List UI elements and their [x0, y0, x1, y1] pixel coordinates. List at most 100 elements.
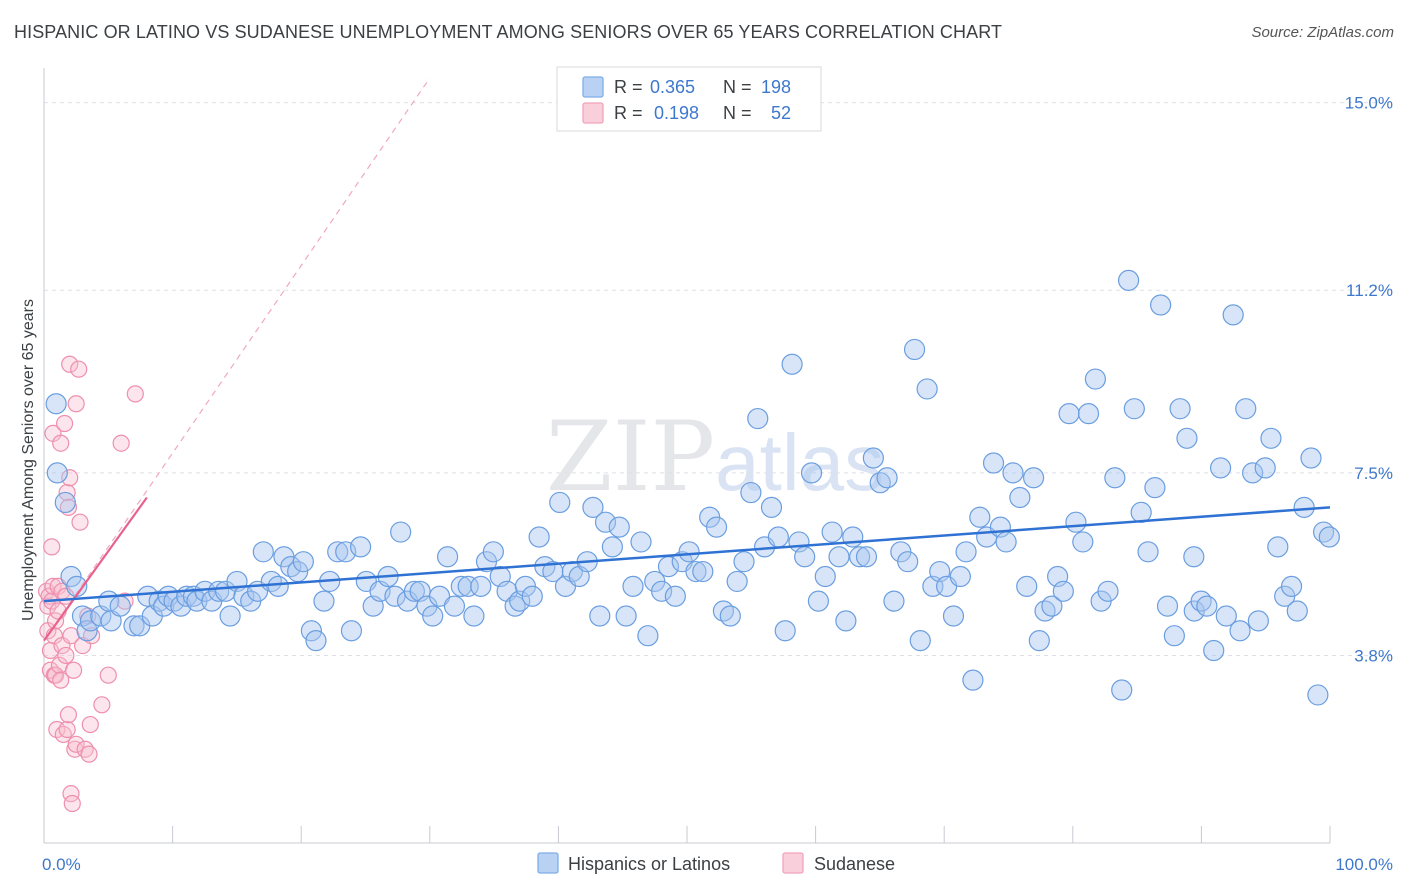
legend-sudanese-label: Sudanese	[814, 854, 895, 874]
hispanic-point	[1163, 625, 1185, 647]
y-tick-label: 3.8%	[1354, 646, 1393, 665]
hispanic-point	[1052, 580, 1074, 602]
y-axis-label: Unemployment Among Seniors over 65 years	[20, 299, 37, 621]
hispanic-point	[630, 531, 652, 553]
hispanic-point	[443, 595, 466, 617]
sudanese-point	[126, 385, 144, 403]
sudanese-point	[52, 671, 70, 689]
sudanese-point	[61, 469, 79, 487]
hispanic-point	[1300, 447, 1322, 469]
hispanic-point	[897, 551, 919, 573]
hispanic-points	[45, 269, 1340, 706]
hispanic-point	[482, 541, 504, 563]
grid-lines	[44, 102, 1392, 656]
hispanic-point	[1176, 427, 1198, 449]
hispanic-point	[814, 565, 836, 588]
hispanic-point	[1065, 511, 1087, 533]
hispanic-point	[219, 605, 241, 627]
hispanic-point	[46, 462, 68, 484]
hispanic-r-value: 0.365	[650, 77, 695, 97]
hispanic-point	[1203, 639, 1225, 662]
hispanic-point	[1111, 679, 1133, 701]
watermark-atlas: atlas	[715, 418, 884, 507]
x-tick-label: 0.0%	[42, 855, 81, 874]
sudanese-point	[81, 715, 99, 734]
y-tick-label: 15.0%	[1345, 94, 1393, 113]
hispanic-point	[637, 625, 659, 647]
legend-item-sudanese[interactable]: Sudanese	[782, 852, 895, 874]
sudanese-r-value: 0.198	[654, 103, 699, 123]
hispanic-point	[1072, 531, 1094, 553]
hispanic-point	[849, 546, 871, 568]
hispanic-point	[1150, 294, 1172, 316]
hispanic-point	[949, 565, 971, 588]
hispanic-point	[390, 521, 412, 543]
hispanic-point	[774, 620, 796, 642]
hispanic-point	[982, 452, 1005, 474]
hispanic-point	[615, 605, 637, 627]
x-tick-label: 100.0%	[1335, 855, 1393, 874]
sudanese-point	[55, 414, 74, 433]
bottom-legend: Hispanics or Latinos Sudanese	[537, 852, 895, 874]
hispanic-point	[1247, 610, 1269, 632]
hispanic-point	[835, 610, 857, 632]
sudanese-trend-extended	[43, 77, 431, 641]
hispanic-point	[109, 595, 131, 617]
hispanic-point	[909, 630, 931, 652]
hispanic-point	[457, 575, 479, 597]
hispanic-point	[594, 511, 617, 533]
hispanic-point	[403, 580, 425, 602]
hispanic-point	[1235, 398, 1257, 420]
hispanic-point	[528, 526, 550, 548]
hispanic-point	[747, 407, 769, 430]
hispanic-point	[692, 560, 714, 583]
hispanic-point	[1229, 620, 1251, 642]
hispanic-point	[760, 496, 783, 518]
sudanese-point	[112, 434, 130, 452]
hispanic-n-label: N =	[723, 77, 752, 97]
x-tick-labels: 0.0% 100.0%	[42, 855, 1393, 874]
hispanic-point	[876, 467, 898, 489]
sudanese-point	[61, 355, 79, 373]
watermark-zip: ZIP	[546, 401, 715, 513]
hispanic-point	[1002, 462, 1024, 484]
hispanic-point	[208, 580, 230, 602]
sudanese-point	[46, 666, 65, 684]
hispanic-point	[807, 590, 830, 612]
hispanic-point	[651, 580, 673, 602]
hispanic-point	[678, 541, 700, 563]
legend-hispanic-label: Hispanics or Latinos	[568, 854, 730, 874]
hispanic-point	[608, 516, 630, 538]
hispanic-point	[313, 590, 335, 612]
hispanic-point	[800, 462, 823, 484]
hispanic-point	[79, 610, 102, 632]
hispanic-point	[1028, 630, 1050, 652]
sudanese-trend-line	[43, 496, 148, 642]
watermark: ZIPatlas	[546, 401, 884, 513]
hispanic-point	[252, 541, 274, 563]
hispanic-point	[1169, 398, 1191, 420]
hispanic-point	[1267, 536, 1289, 558]
hispanic-point	[883, 590, 905, 612]
hispanic-point	[463, 605, 485, 627]
hispanic-point	[1117, 269, 1140, 291]
hispanic-point	[305, 630, 327, 652]
hispanic-point	[267, 575, 289, 597]
hispanic-point	[1016, 575, 1038, 597]
sudanese-n-value: 52	[771, 103, 791, 123]
hispanic-point	[828, 546, 850, 568]
hispanic-point	[436, 546, 459, 568]
stats-legend: R = 0.365 N = 198 R = 0.198 N = 52	[556, 66, 822, 132]
hispanic-point	[54, 491, 76, 514]
hispanic-point	[903, 338, 926, 361]
sudanese-point	[52, 434, 70, 452]
sudanese-swatch	[582, 102, 604, 124]
hispanic-point	[137, 585, 159, 607]
hispanic-point	[685, 560, 707, 583]
hispanic-r-label: R =	[614, 77, 643, 97]
legend-item-hispanic[interactable]: Hispanics or Latinos	[537, 852, 730, 874]
hispanic-point	[60, 565, 82, 588]
sudanese-point	[67, 735, 85, 753]
sudanese-point	[70, 360, 88, 378]
